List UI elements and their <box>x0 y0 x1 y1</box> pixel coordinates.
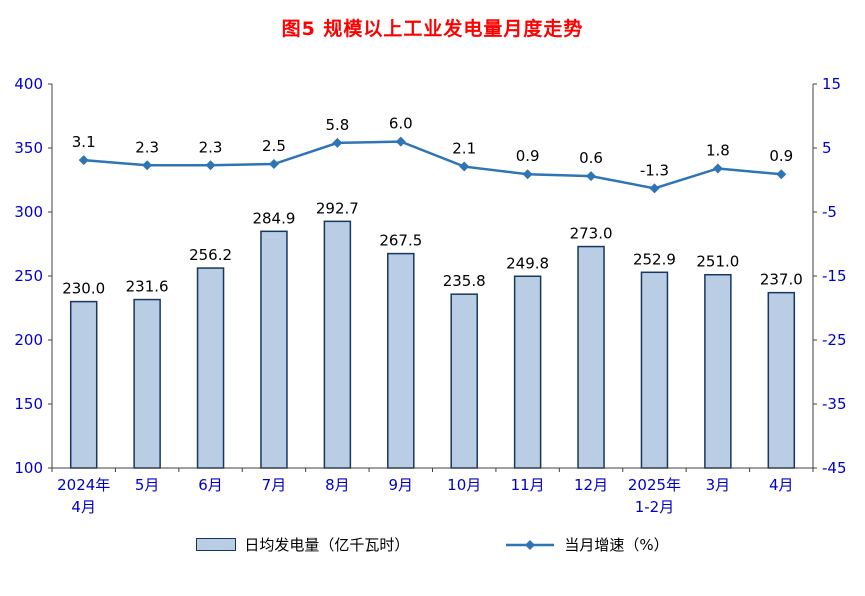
bar <box>640 271 669 469</box>
line-value-label: 3.1 <box>72 133 96 151</box>
line-value-label: -1.3 <box>640 161 669 179</box>
line-marker <box>522 169 533 180</box>
right-axis-tick-label: 5 <box>822 139 832 157</box>
bar-value-label: 252.9 <box>633 250 676 268</box>
left-axis-tick-label: 400 <box>14 75 43 93</box>
chart-title: 图5 规模以上工业发电量月度走势 <box>281 18 584 40</box>
line-marker <box>332 137 343 148</box>
line-value-label: 2.3 <box>199 138 223 156</box>
right-axis-tick-label: -15 <box>822 267 847 285</box>
legend-bar-label: 日均发电量（亿千瓦时） <box>244 536 410 554</box>
bar <box>323 220 352 469</box>
left-axis-tick-label: 100 <box>14 459 43 477</box>
bar-value-label: 292.7 <box>316 199 359 217</box>
bar-value-label: 237.0 <box>760 271 803 289</box>
bar <box>387 252 415 469</box>
x-axis-category-label: 7月 <box>262 476 287 494</box>
bar-value-label: 235.8 <box>443 272 486 290</box>
left-axis-tick-label: 200 <box>14 331 43 349</box>
line-marker <box>205 160 216 171</box>
legend-line-label: 当月增速（%） <box>564 536 669 554</box>
x-axis-category-label: 2025年 <box>628 476 681 494</box>
left-axis-tick-label: 300 <box>14 203 43 221</box>
bar <box>133 298 161 469</box>
growth-line <box>83 140 782 190</box>
bar-value-label: 230.0 <box>62 280 105 298</box>
line-marker <box>712 163 723 174</box>
line-value-label: 6.0 <box>389 115 413 133</box>
bar-value-label: 273.0 <box>570 225 613 243</box>
x-axis-category-label: 10月 <box>447 476 481 494</box>
plot-area: 230.0 231.6 256.2 284.9 292.7 267.5 235.8 249.8… <box>14 75 847 516</box>
left-axis-tick-label: 150 <box>14 395 43 413</box>
legend-item-line: 当月增速（%） <box>504 534 669 555</box>
line-value-label: 2.3 <box>135 138 159 156</box>
bar <box>69 300 98 469</box>
line-value-label: 0.9 <box>516 147 540 165</box>
line-series-swatch <box>506 539 555 550</box>
line-value-label: 2.1 <box>452 140 476 158</box>
line-marker <box>649 183 660 194</box>
bar-series-swatch <box>196 538 237 551</box>
bar-value-label: 249.8 <box>506 254 549 272</box>
line-marker <box>268 159 279 169</box>
x-axis-category-label: 3月 <box>706 476 731 494</box>
line-marker <box>395 136 406 147</box>
line-marker <box>78 155 89 166</box>
x-axis-category-label: 8月 <box>325 476 350 494</box>
line-marker <box>586 171 597 182</box>
bar-value-label: 256.2 <box>189 246 232 264</box>
bar-value-label: 267.5 <box>379 232 422 250</box>
bar-value-label: 231.6 <box>126 278 169 296</box>
x-axis-category-label: 5月 <box>135 476 160 494</box>
bar <box>196 267 225 469</box>
bar <box>513 275 542 469</box>
bar <box>704 273 732 469</box>
right-axis-tick-label: -5 <box>822 203 837 221</box>
right-axis-tick-label: -35 <box>822 395 847 413</box>
legend: 日均发电量（亿千瓦时） 当月增速（%） <box>0 534 865 555</box>
line-marker <box>776 169 787 180</box>
line-value-label: 1.8 <box>706 141 730 159</box>
x-axis-category-label: 11月 <box>511 476 545 494</box>
bar-value-label: 284.9 <box>252 209 295 227</box>
right-axis-tick-label: -45 <box>822 459 847 477</box>
line-value-label: 0.6 <box>579 149 603 167</box>
x-axis-category-label: 4月 <box>71 498 96 516</box>
bar <box>260 230 288 469</box>
right-axis-tick-label: 15 <box>822 75 841 93</box>
x-axis-category-label: 9月 <box>389 476 414 494</box>
x-axis-category-label: 4月 <box>769 476 794 494</box>
bar <box>767 291 796 469</box>
bar <box>577 245 605 469</box>
bar <box>450 293 478 469</box>
line-value-label: 2.5 <box>262 137 286 155</box>
x-axis-category-label: 12月 <box>574 476 608 494</box>
right-axis-tick-label: -25 <box>822 331 847 349</box>
x-axis-category-label: 2024年 <box>57 476 110 494</box>
left-axis-tick-label: 250 <box>14 267 43 285</box>
line-value-label: 5.8 <box>325 116 349 134</box>
bar-value-label: 251.0 <box>696 253 739 271</box>
left-axis-tick-label: 350 <box>14 139 43 157</box>
line-value-label: 0.9 <box>769 147 793 165</box>
line-marker <box>142 160 153 171</box>
x-axis-category-label: 6月 <box>198 476 223 494</box>
line-marker <box>459 161 470 172</box>
x-axis-category-label: 1-2月 <box>635 498 675 516</box>
legend-item-bar: 日均发电量（亿千瓦时） <box>196 534 409 555</box>
